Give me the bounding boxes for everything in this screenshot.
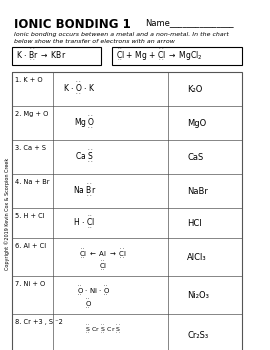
Text: IONIC BONDING 1: IONIC BONDING 1 [14,18,131,31]
Text: K₂O: K₂O [187,84,202,93]
Text: HCl: HCl [187,218,202,228]
Text: 3. Ca + S: 3. Ca + S [15,145,46,151]
Text: $\underset{\cdot\cdot}{\overset{\cdot\cdot}{\mathrm{Cl}}}$: $\underset{\cdot\cdot}{\overset{\cdot\cd… [99,258,107,272]
FancyBboxPatch shape [12,47,101,65]
Text: 7. Ni + O: 7. Ni + O [15,281,45,287]
Text: NaBr: NaBr [187,187,208,196]
Text: Copyright ©2019 Kevin Cox & Scorpion Creek: Copyright ©2019 Kevin Cox & Scorpion Cre… [5,158,10,270]
Text: Ni₂O₃: Ni₂O₃ [187,290,209,300]
Text: 4. Na + Br: 4. Na + Br [15,179,49,185]
Text: $\overset{\cdot\cdot}{\underset{\cdot\cdot}{\mathrm{O}}}$ $\cdot$ Ni $\cdot$ $\o: $\overset{\cdot\cdot}{\underset{\cdot\cd… [77,284,110,297]
Text: Mg $\overset{\cdot\cdot}{\underset{\cdot\cdot}{\mathrm{O}}}$: Mg $\overset{\cdot\cdot}{\underset{\cdot… [74,113,95,129]
Text: $\overset{\cdot\cdot}{\underset{\cdot\cdot}{\mathrm{O}}}$: $\overset{\cdot\cdot}{\underset{\cdot\cd… [85,296,92,310]
Text: Ca $\overset{\cdot\cdot}{\underset{\cdot\cdot}{\mathrm{S}}}$: Ca $\overset{\cdot\cdot}{\underset{\cdot… [75,147,94,163]
Text: Name_______________: Name_______________ [145,18,234,27]
FancyBboxPatch shape [112,47,242,65]
Text: 8. Cr +3 , S ⁻2: 8. Cr +3 , S ⁻2 [15,319,63,325]
Text: Na $\overset{\cdot\cdot}{\underset{\cdot\cdot}{\mathrm{Br}}}$: Na $\overset{\cdot\cdot}{\underset{\cdot… [73,181,96,197]
Text: Ionic bonding occurs between a metal and a non-metal. In the chart: Ionic bonding occurs between a metal and… [14,32,229,37]
Text: below show the transfer of electrons with an arrow: below show the transfer of electrons wit… [14,39,175,44]
Text: 1. K + O: 1. K + O [15,77,43,83]
Bar [12,72,242,350]
Text: AlCl₃: AlCl₃ [187,252,207,261]
Text: $\underset{\cdot\cdot}{\overset{\cdot\cdot}{\mathrm{Cl}}}$ $\leftarrow$ Al $\rig: $\underset{\cdot\cdot}{\overset{\cdot\cd… [79,246,127,260]
Text: CaS: CaS [187,153,204,161]
Text: H $\cdot$ $\overset{\cdot\cdot}{\underset{\cdot\cdot}{\mathrm{Cl}}}$: H $\cdot$ $\overset{\cdot\cdot}{\underse… [73,213,95,229]
Text: $\underset{..}{\overset{..}{\mathrm{Cl}}}$ $+$ Mg $+$ $\underset{..}{\overset{..: $\underset{..}{\overset{..}{\mathrm{Cl}}… [116,48,203,63]
Text: K $\cdot$ $\overset{\cdot\cdot}{\underset{\cdot\cdot}{\mathrm{O}}}$ $\cdot$ K: K $\cdot$ $\overset{\cdot\cdot}{\underse… [63,79,96,95]
Text: MgO: MgO [187,119,207,127]
Text: K $\cdot$ $\underset{..}{\overset{..}{\mathrm{Br}}}$ $\rightarrow$ KBr: K $\cdot$ $\underset{..}{\overset{..}{\m… [16,48,66,63]
Text: Cr₂S₃: Cr₂S₃ [187,330,208,340]
Text: 5. H + Cl: 5. H + Cl [15,213,45,219]
Text: $\overset{\cdot\cdot}{\underset{\cdot\cdot}{\mathrm{S}}}$ Cr $\overset{\cdot\cdo: $\overset{\cdot\cdot}{\underset{\cdot\cd… [85,323,121,335]
Text: 6. Al + Cl: 6. Al + Cl [15,243,46,249]
Text: 2. Mg + O: 2. Mg + O [15,111,48,117]
